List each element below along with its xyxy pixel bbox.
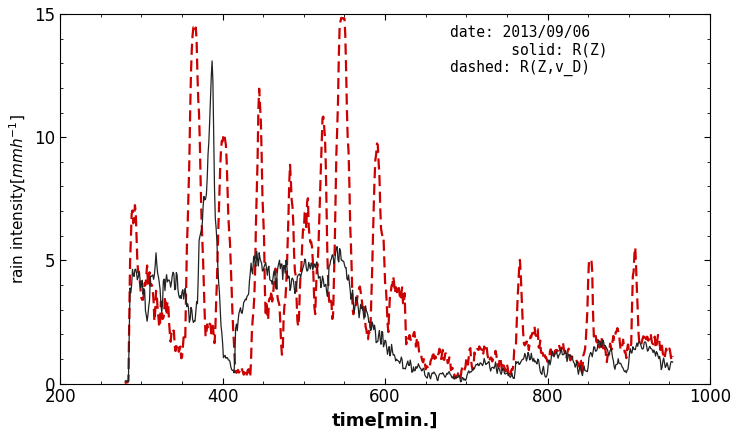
Y-axis label: rain intensity$[mmh^{-1}]$: rain intensity$[mmh^{-1}]$: [7, 114, 29, 284]
X-axis label: time[min.]: time[min.]: [332, 412, 438, 430]
Text: date: 2013/09/06
       solid: R(Z)
dashed: R(Z,v_D): date: 2013/09/06 solid: R(Z) dashed: R(Z…: [450, 25, 607, 76]
